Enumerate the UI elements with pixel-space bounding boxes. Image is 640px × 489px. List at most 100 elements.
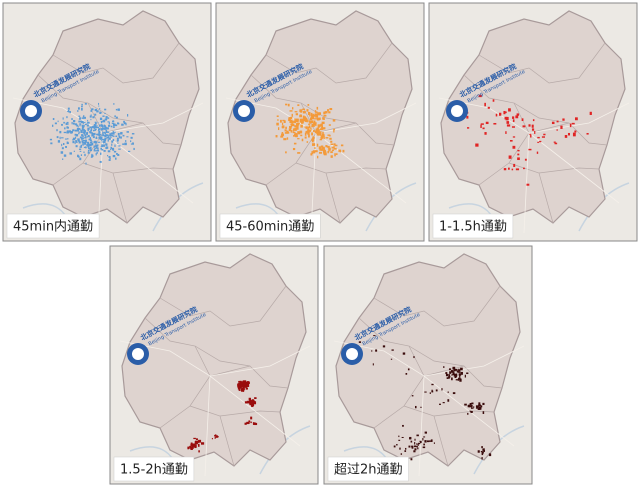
- commute-dot: [91, 153, 93, 156]
- commute-dot: [335, 153, 338, 155]
- commute-dot: [517, 153, 520, 156]
- commute-dot: [74, 129, 78, 132]
- commute-dot: [419, 440, 422, 444]
- commute-dot: [114, 115, 116, 118]
- commute-dot: [433, 442, 436, 444]
- commute-dot: [105, 132, 107, 135]
- commute-dot: [466, 372, 469, 375]
- commute-dot: [333, 129, 335, 133]
- commute-dot: [312, 137, 315, 139]
- commute-dot: [244, 422, 247, 425]
- commute-dot: [289, 116, 292, 119]
- commute-dot: [81, 121, 84, 123]
- commute-dot: [405, 373, 408, 375]
- commute-dot: [79, 123, 82, 125]
- commute-dot: [84, 123, 87, 126]
- commute-dot: [317, 129, 320, 132]
- commute-dot: [94, 108, 98, 112]
- commute-dot: [449, 371, 452, 374]
- commute-dot: [477, 450, 480, 453]
- commute-dot: [87, 149, 90, 152]
- commute-dot: [334, 144, 338, 147]
- commute-dot: [276, 115, 279, 117]
- commute-dot: [248, 421, 250, 424]
- commute-dot: [99, 160, 102, 163]
- commute-dot: [323, 114, 327, 117]
- commute-dot: [589, 111, 592, 115]
- commute-dot: [424, 391, 427, 393]
- commute-dot: [312, 125, 315, 127]
- commute-dot: [283, 138, 287, 141]
- logo-inner: [132, 348, 144, 360]
- commute-dot: [512, 116, 515, 119]
- commute-dot: [390, 358, 393, 360]
- commute-dot: [79, 136, 82, 139]
- commute-dot: [458, 371, 461, 373]
- commute-dot: [285, 126, 287, 129]
- commute-dot: [102, 132, 104, 134]
- commute-dot: [281, 126, 284, 129]
- commute-dot: [238, 387, 241, 391]
- commute-dot: [441, 388, 443, 391]
- commute-dot: [67, 142, 69, 144]
- commute-dot: [114, 144, 116, 147]
- commute-dot: [398, 439, 401, 441]
- commute-dot: [113, 123, 116, 126]
- commute-dot: [90, 109, 93, 112]
- commute-dot: [128, 150, 131, 152]
- commute-dot: [284, 129, 287, 132]
- commute-dot: [100, 147, 103, 150]
- commute-dot: [79, 129, 81, 131]
- commute-dot: [120, 136, 122, 139]
- commute-dot: [321, 133, 325, 137]
- commute-dot: [482, 127, 485, 130]
- commute-dot: [130, 143, 132, 145]
- commute-dot: [304, 117, 307, 121]
- commute-dot: [105, 130, 108, 134]
- road: [438, 97, 630, 234]
- commute-dot: [115, 116, 118, 119]
- commute-dot: [105, 146, 109, 149]
- commute-dot: [328, 124, 331, 126]
- commute-dot: [512, 145, 516, 149]
- commute-dot: [312, 150, 316, 154]
- commute-dot: [63, 121, 65, 124]
- commute-dot: [66, 141, 69, 145]
- commute-dot: [297, 131, 301, 135]
- commute-dot: [410, 440, 413, 443]
- commute-dot: [304, 136, 307, 139]
- commute-dot: [187, 446, 190, 450]
- commute-dot: [294, 111, 298, 113]
- commute-dot: [321, 125, 323, 128]
- commute-dot: [289, 110, 293, 112]
- commute-dot: [329, 137, 332, 140]
- commute-dot: [513, 163, 516, 167]
- commute-dot: [323, 136, 325, 140]
- commute-dot: [189, 446, 192, 448]
- commute-dot: [118, 148, 121, 150]
- commute-dot: [130, 140, 132, 143]
- commute-dot: [120, 132, 123, 135]
- commute-dot: [97, 133, 101, 136]
- commute-dot: [86, 135, 88, 138]
- commute-dot: [308, 133, 310, 137]
- commute-dot: [102, 127, 104, 130]
- commute-dot: [98, 136, 101, 139]
- commute-dot: [250, 421, 252, 424]
- commute-dot: [246, 383, 249, 387]
- commute-dot: [281, 122, 284, 125]
- commute-dot: [310, 116, 315, 120]
- commute-dot: [118, 145, 121, 147]
- commute-dot: [342, 149, 345, 153]
- commute-dot: [77, 155, 80, 158]
- commute-dot: [67, 110, 70, 112]
- commute-dot: [307, 130, 310, 134]
- commute-dot: [311, 125, 314, 128]
- commute-dot: [118, 137, 122, 139]
- commute-dot: [111, 147, 115, 150]
- commute-dot: [91, 142, 94, 146]
- commute-dot: [108, 138, 111, 140]
- commute-dot: [391, 349, 394, 351]
